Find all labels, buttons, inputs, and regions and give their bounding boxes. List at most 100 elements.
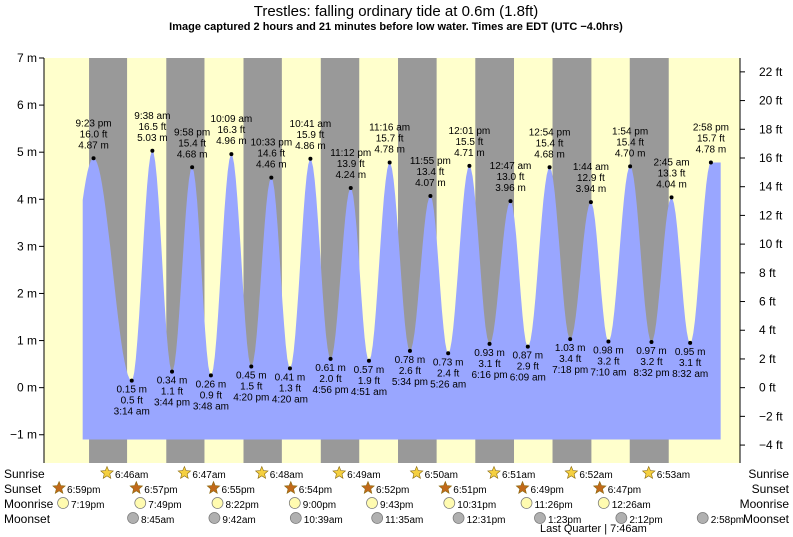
high-tide-point [428,193,433,198]
right-tick-label: 2 ft [759,352,776,366]
high-tide-label: 5.03 m [137,133,168,144]
right-axis: −4 ft −2 ft 0 ft 2 ft 4 ft 6 ft 8 ft 10 ft 12 ft… [739,58,783,463]
moonrise-icon [520,497,533,509]
sunset-icon [283,480,298,494]
high-tide-label: 4.71 m [454,148,485,159]
sunrise-icon [177,465,192,479]
sunrise-time: 6:49am [347,470,380,481]
moonset-icon [127,512,139,524]
sunset-time: 6:59pm [67,485,100,496]
low-tide-label: 0.73 m [433,357,464,368]
moonset-time: 8:45am [141,515,174,526]
high-tide-label: 10:41 am [290,119,332,130]
sunrise-icon [641,465,656,479]
low-tide-label: 0.5 ft [121,396,143,407]
high-tide-point [387,160,392,165]
high-tide-label: 11:12 pm [330,148,371,159]
low-tide-label: 1.9 ft [358,376,380,387]
sunrise-icon [332,465,347,479]
low-tide-label: 0.95 m [675,347,706,358]
sunset-row-label-right: Sunset [752,482,790,496]
high-tide-label: 9:38 am [134,111,170,122]
moonrise-icon [134,497,147,509]
low-tide-label: 1.1 ft [161,387,183,398]
high-tide-label: 4.78 m [696,145,727,156]
low-tide-label: 8:32 am [672,369,708,380]
right-tick-label: 10 ft [759,237,783,251]
high-tide-point [508,199,513,204]
high-tide-point [91,156,96,161]
low-tide-label: 0.45 m [236,370,267,381]
sunrise-icon [254,465,269,479]
moonset-time: 12:31pm [467,515,506,526]
high-tide-label: 10:09 am [211,114,253,125]
low-tide-point [407,348,412,353]
low-tide-label: 2.4 ft [437,368,459,379]
moonrise-time: 12:26am [612,500,651,511]
left-tick-label: 3 m [17,239,37,253]
sunset-icon [438,480,453,494]
low-tide-label: 0.93 m [474,348,505,359]
moonset-time: 2:12pm [629,515,662,526]
moonset-icon [534,512,546,524]
moonrise-time: 8:22pm [226,500,259,511]
low-tide-label: 0.9 ft [200,390,222,401]
sunrise-row-label-right: Sunrise [748,467,789,481]
high-tide-label: 13.0 ft [497,172,525,183]
left-tick-label: 1 m [17,334,37,348]
low-tide-label: 4:20 am [272,394,308,405]
low-tide-label: 0.61 m [315,363,346,374]
left-tick-label: 2 m [17,286,37,300]
sunset-icon [361,480,375,494]
low-tide-label: 3:48 am [193,401,229,412]
low-tide-label: 7:10 am [590,368,626,379]
high-tide-label: 4.70 m [615,148,646,159]
low-tide-point [249,364,254,369]
low-tide-label: 0.41 m [275,372,306,383]
low-tide-label: 2.9 ft [517,362,539,373]
high-tide-label: 4.78 m [374,145,405,156]
right-tick-label: 16 ft [759,151,783,165]
sunrise-icon [487,465,501,479]
low-tide-label: 0.57 m [354,365,385,376]
low-tide-label: 7:18 pm [552,365,588,376]
low-tide-label: 4:56 pm [312,385,348,396]
high-tide-label: 14.6 ft [257,149,285,160]
high-tide-label: 4.68 m [177,149,208,160]
low-tide-point [287,366,292,371]
moonset-icon [452,512,465,524]
moonrise-row-label-right: Moonrise [740,497,790,511]
low-tide-label: 0.87 m [513,351,544,362]
sunrise-time: 6:48am [270,470,303,481]
low-tide-point [170,369,175,374]
low-tide-label: 3:14 am [114,407,150,418]
moonset-row-label-left: Moonset [4,512,51,526]
low-tide-label: 3.2 ft [597,357,619,368]
high-tide-label: 15.7 ft [376,134,404,145]
low-tide-label: 2.6 ft [399,366,421,377]
sunrise-time: 6:53am [657,470,690,481]
low-tide-point [208,373,213,378]
high-tide-label: 12:47 am [490,161,532,172]
high-tide-label: 4.68 m [534,149,565,160]
low-tide-point [688,340,693,345]
high-tide-point [547,165,552,170]
sunrise-row-label-left: Sunrise [4,467,45,481]
high-tide-point [588,200,593,205]
high-tide-label: 9:58 pm [174,127,210,138]
high-tide-label: 15.5 ft [455,137,483,148]
left-tick-label: −1 m [10,428,37,442]
low-tide-label: 4:20 pm [233,392,269,403]
sunrise-time: 6:47am [192,470,225,481]
moonset-icon [696,512,709,524]
low-tide-label: 8:32 pm [633,368,669,379]
high-tide-point [628,164,633,169]
low-tide-label: 0.97 m [636,346,667,357]
high-tide-label: 4.04 m [656,179,687,190]
moonset-time: 11:35am [385,515,423,526]
low-tide-label: 5:26 am [430,379,466,390]
low-tide-label: 2.0 ft [319,374,341,385]
low-tide-label: 3.1 ft [478,359,500,370]
moonrise-time: 10:31pm [457,500,496,511]
